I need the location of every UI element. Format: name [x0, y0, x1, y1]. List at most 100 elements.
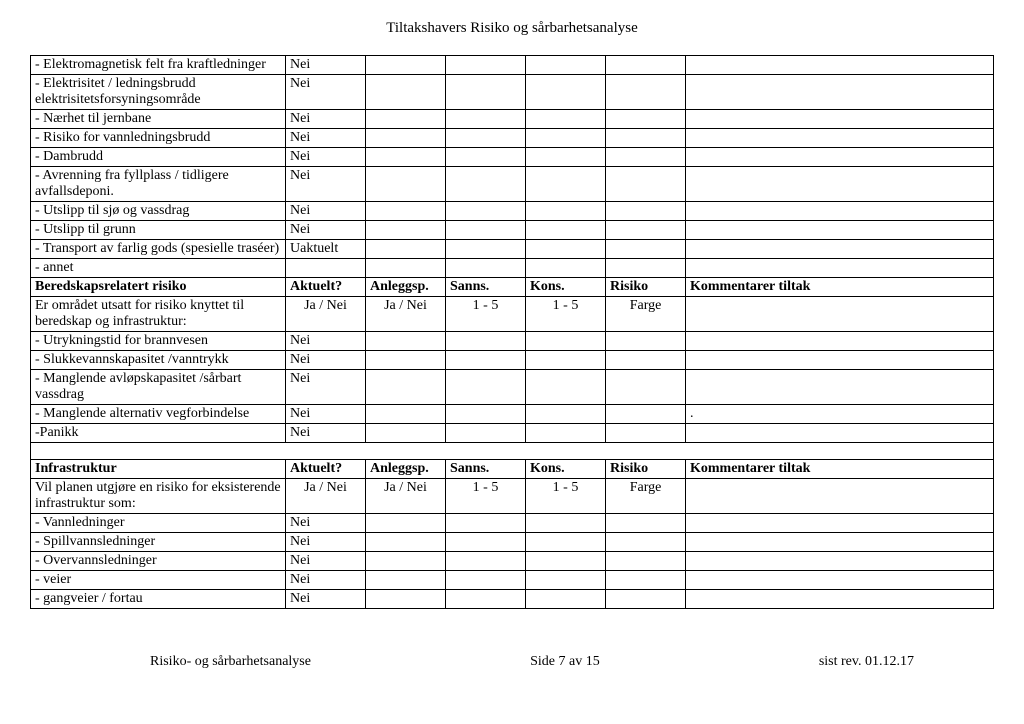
col-header: Kons. [526, 460, 606, 479]
aktuelt-cell: Nei [286, 533, 366, 552]
cell [526, 552, 606, 571]
table-row: Vil planen utgjøre en risiko for eksiste… [31, 479, 994, 514]
aktuelt-cell: Nei [286, 75, 366, 110]
cell [606, 533, 686, 552]
desc-cell: - Avrenning fra fyllplass / tidligere av… [31, 167, 286, 202]
cell [686, 590, 994, 609]
cell [606, 148, 686, 167]
table-row: - Transport av farlig gods (spesielle tr… [31, 240, 994, 259]
cell [446, 75, 526, 110]
desc-cell: - Manglende alternativ vegforbindelse [31, 405, 286, 424]
desc-cell: - Utrykningstid for brannvesen [31, 332, 286, 351]
cell [446, 129, 526, 148]
cell [366, 129, 446, 148]
aktuelt-cell: Nei [286, 351, 366, 370]
sub-cell: Ja / Nei [366, 297, 446, 332]
cell [366, 110, 446, 129]
table-row: - Utrykningstid for brannvesenNei [31, 332, 994, 351]
table-row: Beredskapsrelatert risikoAktuelt?Anleggs… [31, 278, 994, 297]
spacer-cell [31, 443, 994, 460]
desc-cell: - Transport av farlig gods (spesielle tr… [31, 240, 286, 259]
cell [526, 148, 606, 167]
sub-cell: Farge [606, 479, 686, 514]
desc-cell: - Spillvannsledninger [31, 533, 286, 552]
page-title: Tiltakshavers Risiko og sårbarhetsanalys… [30, 20, 994, 37]
cell [526, 56, 606, 75]
col-header: Aktuelt? [286, 278, 366, 297]
desc-cell: -Panikk [31, 424, 286, 443]
table-row: InfrastrukturAktuelt?Anleggsp.Sanns.Kons… [31, 460, 994, 479]
cell [686, 514, 994, 533]
aktuelt-cell: Nei [286, 552, 366, 571]
table-row: - OvervannsledningerNei [31, 552, 994, 571]
table-row: -PanikkNei [31, 424, 994, 443]
desc-cell: - Slukkevannskapasitet /vanntrykk [31, 351, 286, 370]
cell [366, 405, 446, 424]
col-header: Kommentarer tiltak [686, 460, 994, 479]
comment-cell [686, 370, 994, 405]
cell [686, 56, 994, 75]
aktuelt-cell: Nei [286, 202, 366, 221]
cell [446, 332, 526, 351]
cell [686, 571, 994, 590]
cell [366, 56, 446, 75]
col-header: Sanns. [446, 278, 526, 297]
col-header: Aktuelt? [286, 460, 366, 479]
cell [606, 129, 686, 148]
desc-cell: - Nærhet til jernbane [31, 110, 286, 129]
table-row: - Risiko for vannledningsbruddNei [31, 129, 994, 148]
desc-cell: - Elektrisitet / ledningsbrudd elektrisi… [31, 75, 286, 110]
aktuelt-cell: Nei [286, 110, 366, 129]
aktuelt-cell: Nei [286, 129, 366, 148]
table-row: - Utslipp til grunnNei [31, 221, 994, 240]
desc-cell: - Utslipp til grunn [31, 221, 286, 240]
cell [446, 56, 526, 75]
comment-cell: . [686, 405, 994, 424]
cell [446, 148, 526, 167]
cell [526, 167, 606, 202]
cell [606, 590, 686, 609]
desc-cell: - Vannledninger [31, 514, 286, 533]
aktuelt-cell: Nei [286, 148, 366, 167]
cell [526, 129, 606, 148]
aktuelt-cell: Nei [286, 56, 366, 75]
cell [366, 424, 446, 443]
table-row: - Manglende alternativ vegforbindelseNei… [31, 405, 994, 424]
cell [366, 259, 446, 278]
table-row: - Utslipp til sjø og vassdragNei [31, 202, 994, 221]
cell [366, 75, 446, 110]
cell [526, 351, 606, 370]
cell [366, 370, 446, 405]
desc-cell: - annet [31, 259, 286, 278]
aktuelt-cell: Nei [286, 590, 366, 609]
table-row: - annet [31, 259, 994, 278]
cell [686, 202, 994, 221]
cell [446, 533, 526, 552]
col-header: Risiko [606, 278, 686, 297]
cell [446, 351, 526, 370]
cell [686, 479, 994, 514]
risk-table: - Elektromagnetisk felt fra kraftledning… [30, 55, 994, 609]
cell [606, 405, 686, 424]
cell [606, 571, 686, 590]
cell [366, 590, 446, 609]
cell [446, 167, 526, 202]
sub-cell: 1 - 5 [446, 297, 526, 332]
desc-cell: - veier [31, 571, 286, 590]
sub-cell: Ja / Nei [286, 479, 366, 514]
cell [446, 514, 526, 533]
aktuelt-cell: Nei [286, 405, 366, 424]
cell [686, 297, 994, 332]
sub-cell: 1 - 5 [526, 297, 606, 332]
aktuelt-cell: Nei [286, 221, 366, 240]
cell [606, 259, 686, 278]
cell [606, 75, 686, 110]
aktuelt-cell: Nei [286, 514, 366, 533]
comment-cell [686, 424, 994, 443]
cell [366, 552, 446, 571]
spacer-row [31, 443, 994, 460]
cell [526, 202, 606, 221]
sub-cell: Ja / Nei [286, 297, 366, 332]
aktuelt-cell: Uaktuelt [286, 240, 366, 259]
cell [686, 167, 994, 202]
